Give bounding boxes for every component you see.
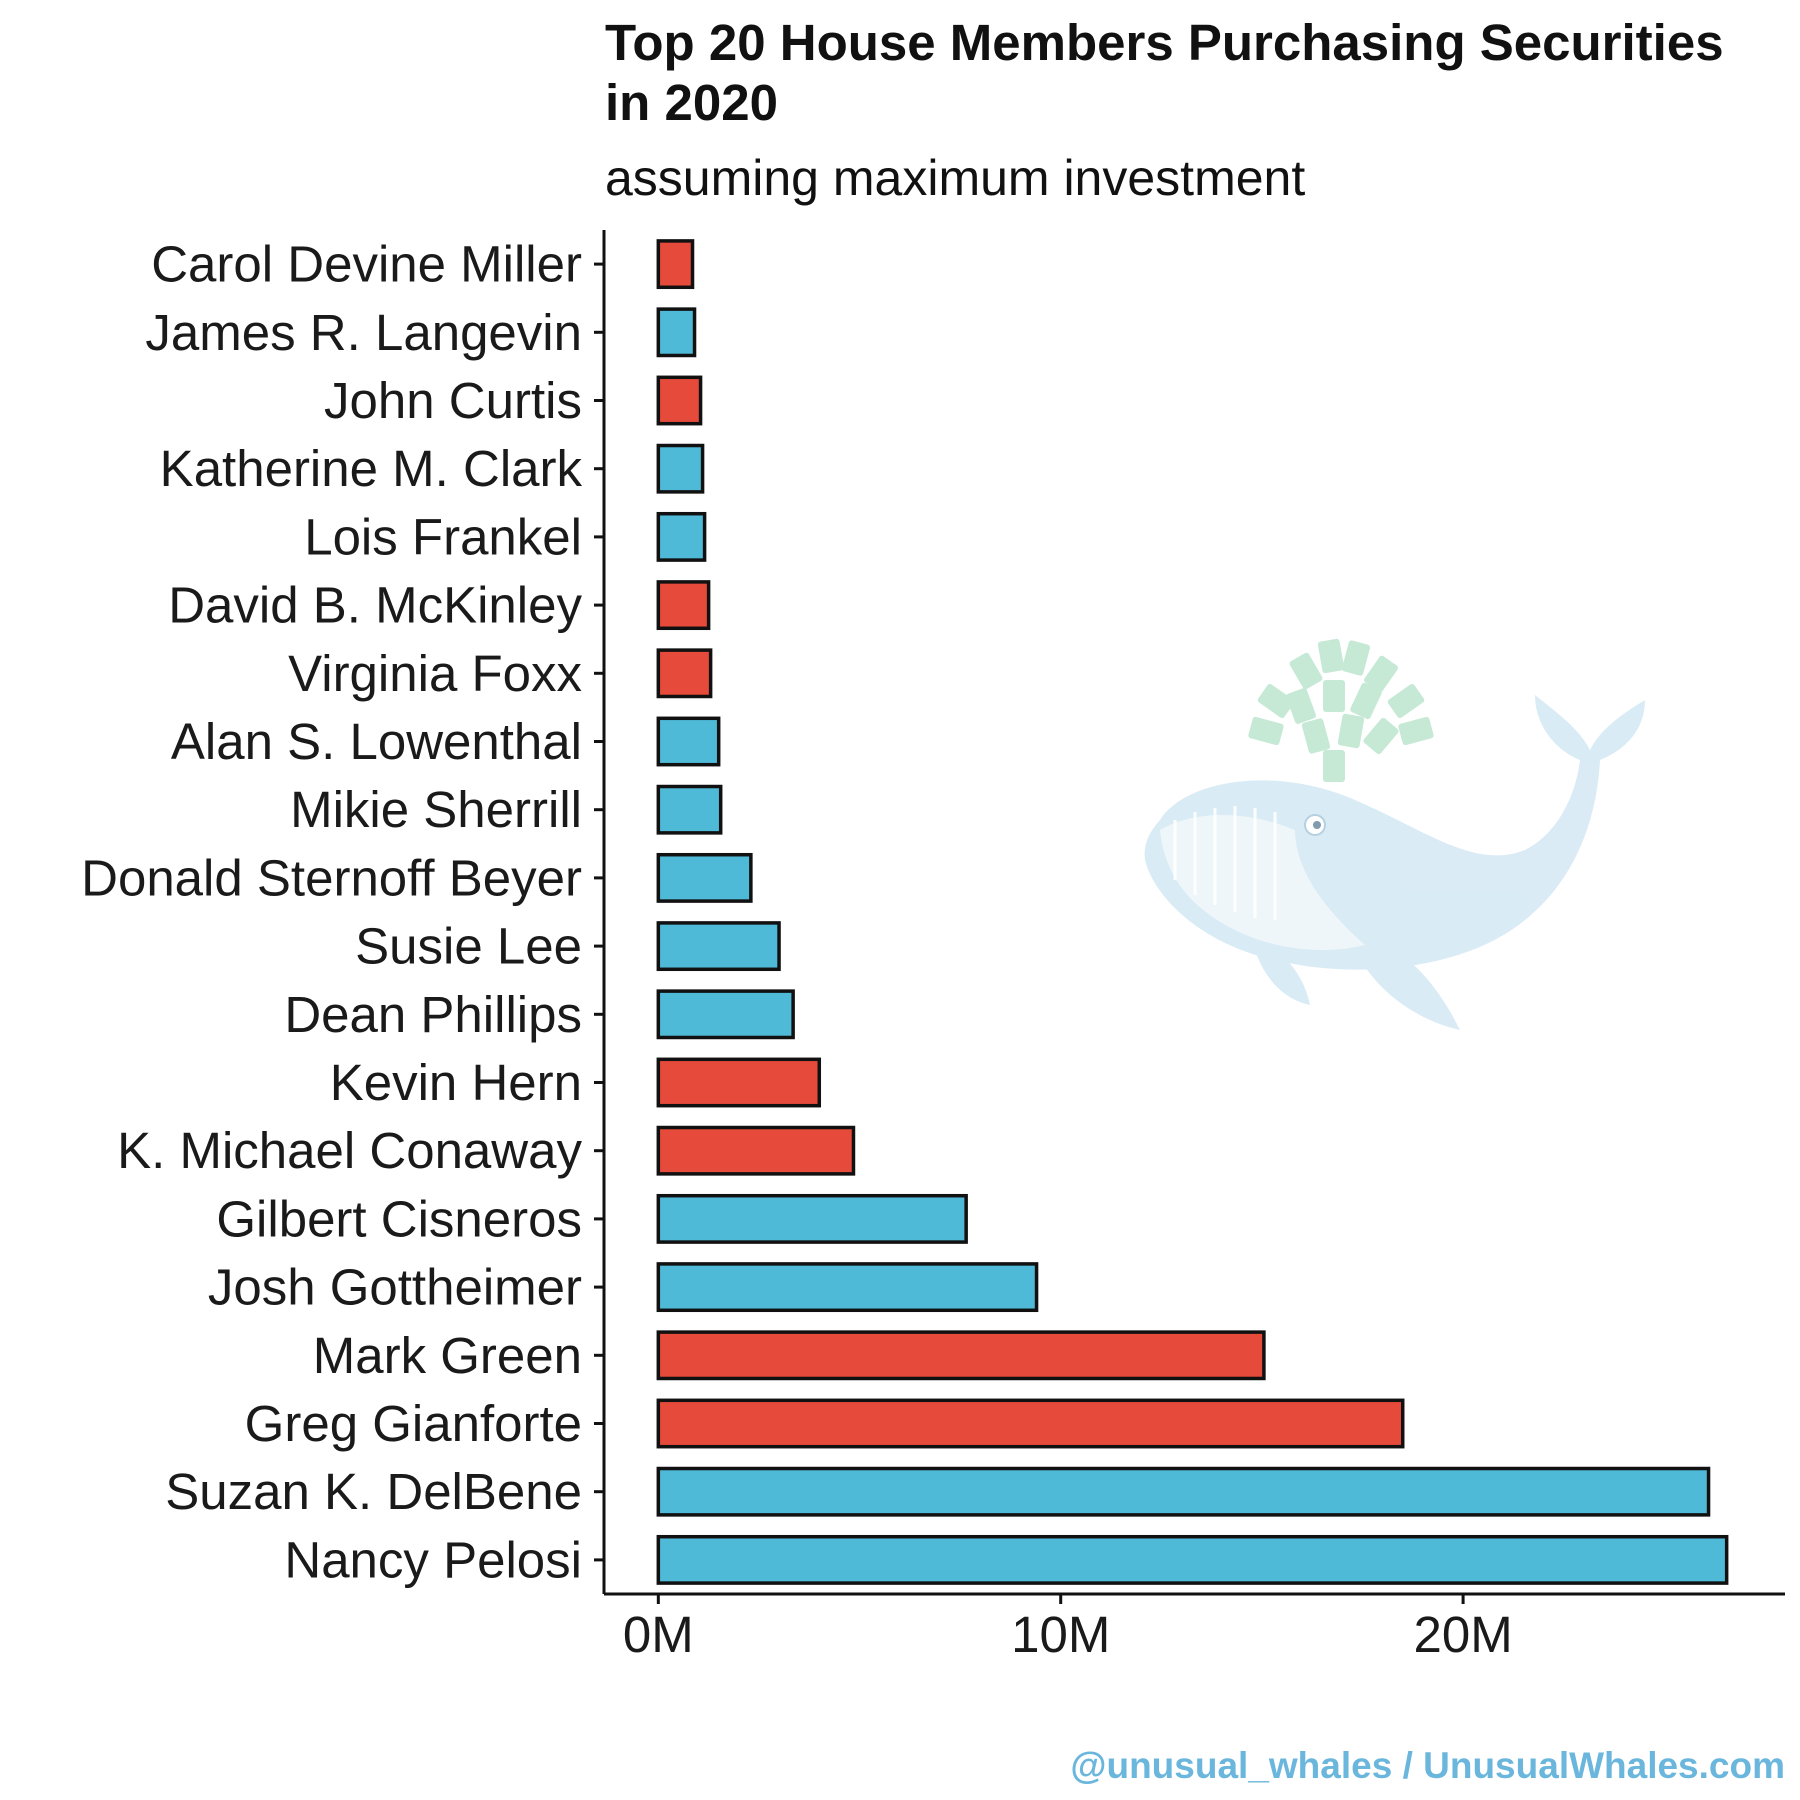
y-tick-label: Susie Lee [355, 918, 582, 975]
bar-16 [656, 1262, 1039, 1313]
y-tick-label: Suzan K. DelBene [165, 1463, 582, 1520]
whale-tail [1535, 695, 1645, 760]
bar-1 [656, 239, 695, 290]
bar-11 [656, 921, 781, 972]
bar-2 [656, 307, 697, 358]
chart-subtitle: assuming maximum investment [605, 150, 1305, 206]
chart-title-line-1: Top 20 House Members Purchasing Securiti… [605, 14, 1724, 71]
x-tick-label: 10M [1011, 1606, 1110, 1663]
money-spray [1248, 638, 1434, 782]
y-tick-label: Mikie Sherrill [290, 781, 582, 838]
y-tick-label: Mark Green [313, 1327, 582, 1384]
y-tick-label: David B. McKinley [168, 577, 582, 634]
bar-15 [656, 1193, 968, 1244]
y-tick-label: Gilbert Cisneros [216, 1190, 582, 1247]
bar-9 [656, 784, 723, 835]
whale-belly [1160, 815, 1365, 950]
y-tick-label: Greg Gianforte [245, 1395, 582, 1452]
whale-fin [1355, 950, 1460, 1030]
chart-title: Top 20 House Members Purchasing Securiti… [605, 14, 1724, 131]
x-axis-ticks: 0M 10M 20M [623, 1594, 1513, 1663]
x-tick-label: 20M [1413, 1606, 1512, 1663]
y-tick-label: Dean Phillips [284, 986, 582, 1043]
y-tick-label: John Curtis [324, 372, 582, 429]
bar-3 [656, 375, 703, 426]
y-tick-label: Katherine M. Clark [160, 440, 583, 497]
bar-6 [656, 580, 711, 631]
y-tick-label: James R. Langevin [145, 304, 582, 361]
y-tick-label: Virginia Foxx [288, 645, 582, 702]
bar-17 [656, 1330, 1266, 1381]
bar-13 [656, 1057, 822, 1108]
y-tick-label: K. Michael Conaway [117, 1122, 582, 1179]
whale-icon [1144, 638, 1645, 1030]
bar-18 [656, 1398, 1405, 1449]
bar-5 [656, 511, 707, 562]
bars [656, 239, 1729, 1585]
bar-8 [656, 716, 721, 767]
y-tick-label: Carol Devine Miller [151, 236, 582, 293]
y-tick-label: Nancy Pelosi [284, 1531, 582, 1588]
y-tick-label: Alan S. Lowenthal [171, 713, 582, 770]
y-tick-label: Josh Gottheimer [208, 1259, 582, 1316]
whale-fin-small [1255, 950, 1310, 1005]
chart-title-line-2: in 2020 [605, 74, 778, 131]
bar-14 [656, 1125, 856, 1176]
bar-19 [656, 1466, 1711, 1517]
bar-10 [656, 852, 753, 903]
y-tick-label: Lois Frankel [304, 508, 582, 565]
bar-20 [656, 1534, 1729, 1585]
bar-12 [656, 989, 795, 1040]
y-tick-label: Donald Sternoff Beyer [81, 849, 582, 906]
bar-7 [656, 648, 713, 699]
y-axis-ticks: Carol Devine Miller James R. Langevin John… [81, 236, 604, 1588]
y-tick-label: Kevin Hern [330, 1054, 582, 1111]
bar-4 [656, 443, 705, 494]
credit-text: @unusual_whales / UnusualWhales.com [1070, 1745, 1785, 1786]
x-tick-label: 0M [623, 1606, 694, 1663]
